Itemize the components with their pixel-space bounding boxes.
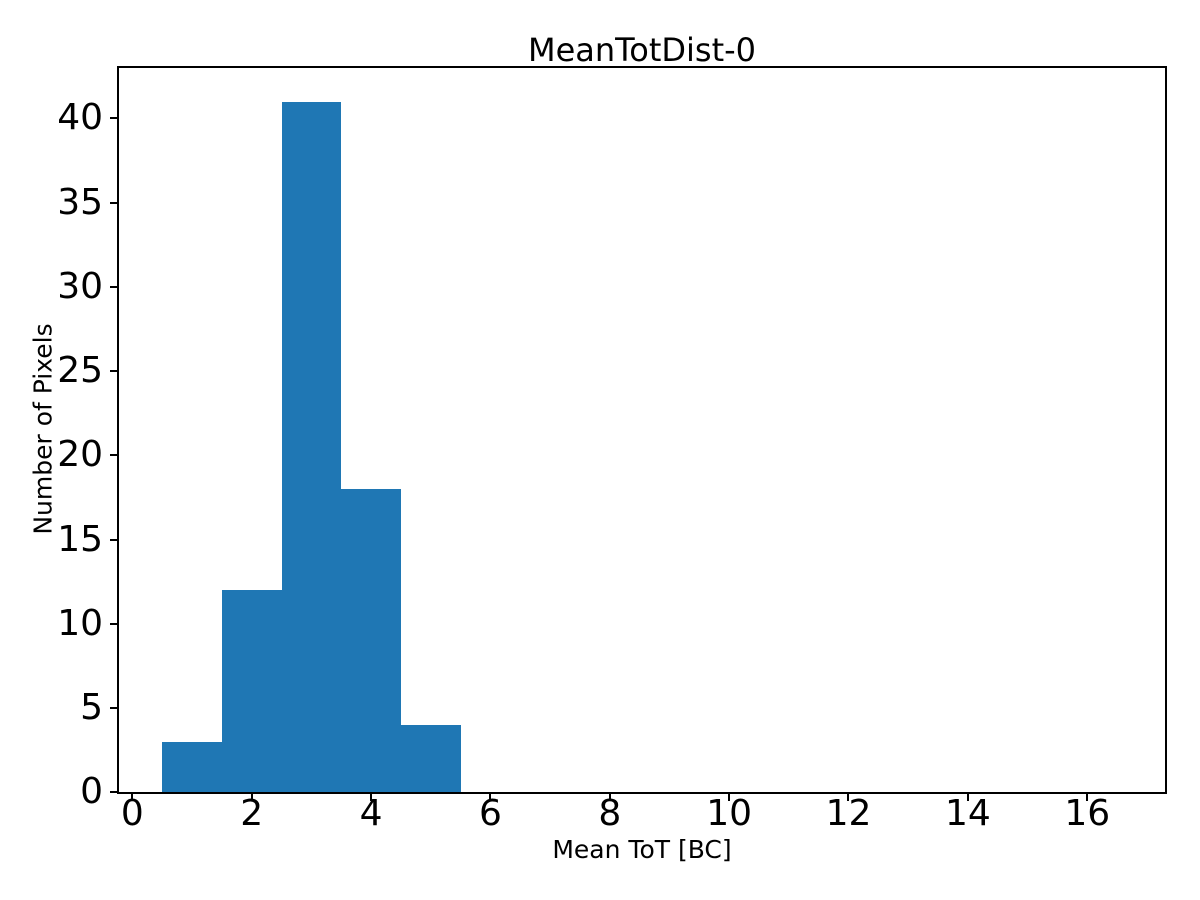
y-tick-mark xyxy=(110,791,118,794)
x-tick-label: 2 xyxy=(240,793,264,834)
x-tick-label: 12 xyxy=(825,793,872,834)
histogram-bar xyxy=(341,489,401,793)
y-tick-mark xyxy=(110,707,118,710)
histogram-bar xyxy=(400,724,461,793)
y-tick-label: 10 xyxy=(57,602,103,644)
x-tick-mark xyxy=(847,793,850,801)
chart-title: MeanTotDist-0 xyxy=(527,31,757,69)
x-tick-label: 16 xyxy=(1064,793,1111,834)
y-tick-label: 40 xyxy=(57,97,103,139)
y-tick-mark xyxy=(110,201,118,204)
y-tick-label: 20 xyxy=(57,434,103,476)
histogram-bar xyxy=(162,741,222,793)
x-tick-mark xyxy=(489,793,492,801)
x-axis-label: Mean ToT [BC] xyxy=(552,835,732,864)
y-tick-label: 5 xyxy=(80,687,103,729)
y-tick-mark xyxy=(110,285,118,288)
x-tick-label: 4 xyxy=(359,793,383,834)
y-tick-label: 30 xyxy=(57,265,103,307)
x-tick-label: 6 xyxy=(478,793,502,834)
x-tick-mark xyxy=(1086,793,1089,801)
y-axis-label: Number of Pixels xyxy=(28,323,58,535)
x-tick-label: 8 xyxy=(598,793,622,834)
y-tick-label: 0 xyxy=(80,771,103,813)
y-tick-mark xyxy=(110,622,118,625)
y-tick-label: 35 xyxy=(57,181,103,223)
y-tick-label: 15 xyxy=(57,518,103,560)
y-tick-mark xyxy=(110,454,118,457)
x-tick-mark xyxy=(728,793,731,801)
histogram-bar xyxy=(221,590,282,793)
y-tick-mark xyxy=(110,117,118,120)
y-tick-label: 25 xyxy=(57,350,103,392)
x-tick-label: 14 xyxy=(944,793,991,834)
x-tick-mark xyxy=(250,793,253,801)
x-tick-mark xyxy=(131,793,134,801)
x-tick-mark xyxy=(608,793,611,801)
x-tick-label: 10 xyxy=(706,793,753,834)
y-tick-mark xyxy=(110,538,118,541)
x-tick-mark xyxy=(370,793,373,801)
x-tick-mark xyxy=(966,793,969,801)
histogram-bar xyxy=(281,101,342,793)
y-tick-mark xyxy=(110,370,118,373)
x-tick-label: 0 xyxy=(120,793,144,834)
